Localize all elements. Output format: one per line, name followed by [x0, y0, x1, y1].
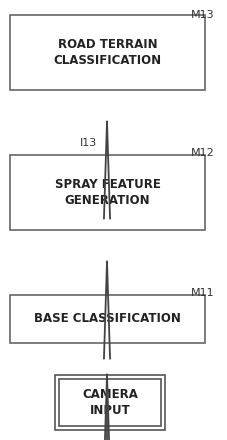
Bar [10, 15, 204, 90]
Text: M12: M12 [190, 148, 214, 158]
Bar [10, 295, 204, 343]
Text: M11: M11 [190, 288, 214, 298]
Bar [10, 155, 204, 230]
Text: M13: M13 [190, 10, 214, 20]
Text: SPRAY FEATURE
GENERATION: SPRAY FEATURE GENERATION [54, 177, 160, 208]
Text: CAMERA
INPUT: CAMERA INPUT [82, 388, 137, 418]
Text: ROAD TERRAIN
CLASSIFICATION: ROAD TERRAIN CLASSIFICATION [53, 37, 161, 67]
Text: BASE CLASSIFICATION: BASE CLASSIFICATION [34, 312, 180, 326]
Bar [55, 375, 164, 430]
Text: I13: I13 [80, 138, 97, 148]
Bar [59, 379, 160, 426]
